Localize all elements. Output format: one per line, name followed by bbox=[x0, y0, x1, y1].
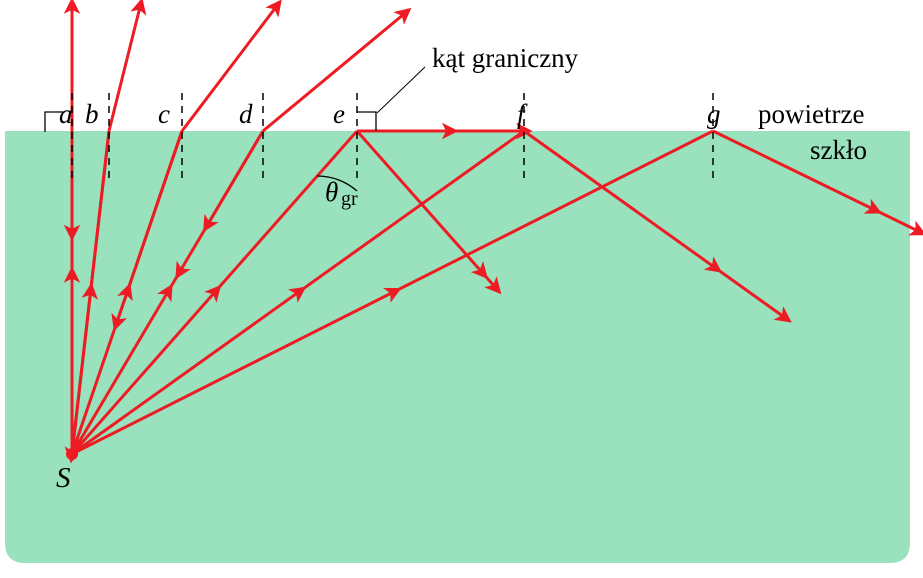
label-c: c bbox=[158, 99, 170, 130]
ray-d-incident-midarrow bbox=[167, 292, 168, 293]
leader-critical-angle bbox=[377, 67, 425, 113]
ray-e-incident-midarrow bbox=[214, 292, 215, 293]
source-point bbox=[66, 448, 78, 460]
label-S: S bbox=[56, 462, 71, 495]
label-e: e bbox=[333, 99, 345, 130]
diagram-stage: ab c d e f g Sθgr kąt graniczny powietrze szkło bbox=[0, 0, 923, 578]
label-a: a bbox=[59, 99, 73, 130]
right-angle-e bbox=[357, 112, 376, 131]
ray-f-reflected-midarrow bbox=[713, 266, 714, 267]
label-szklo: szkło bbox=[810, 135, 867, 166]
label-f: f bbox=[517, 99, 525, 130]
label-d: d bbox=[239, 99, 253, 130]
label-theta_sub: gr bbox=[341, 188, 358, 211]
ray-e-reflected-midarrow bbox=[481, 271, 482, 272]
ray-b-refracted bbox=[109, 7, 140, 131]
ray-c-refracted bbox=[182, 7, 276, 131]
label-theta: θ bbox=[325, 177, 338, 208]
label-powietrze: powietrze bbox=[758, 99, 864, 130]
label-b: b bbox=[85, 99, 99, 130]
glass-region bbox=[5, 131, 910, 563]
ray-f-incident-midarrow bbox=[298, 292, 299, 293]
ray-d-reflected-midarrow bbox=[180, 270, 181, 271]
label-kat_graniczny: kąt graniczny bbox=[432, 43, 578, 74]
diagram-svg bbox=[0, 0, 923, 578]
label-g: g bbox=[707, 99, 721, 130]
